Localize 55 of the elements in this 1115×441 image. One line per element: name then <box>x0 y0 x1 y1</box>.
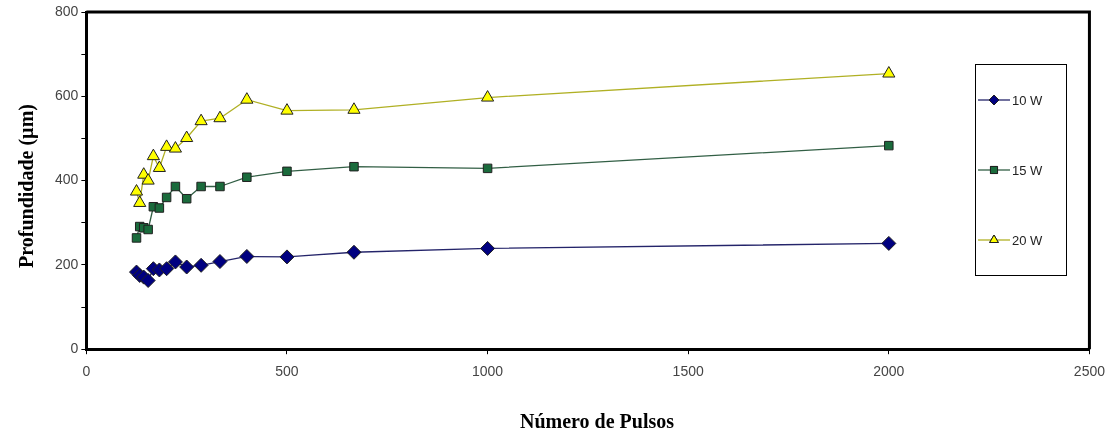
point <box>240 92 254 104</box>
x-tick-label: 0 <box>82 363 91 380</box>
x-tick-label: 2000 <box>873 363 905 380</box>
point <box>242 172 252 182</box>
point <box>239 248 255 264</box>
point <box>215 181 225 192</box>
y-tick-label: 600 <box>55 87 79 104</box>
point <box>146 148 160 161</box>
point <box>179 259 195 275</box>
y-tick-label: 400 <box>55 171 79 188</box>
point <box>480 240 496 256</box>
point <box>212 254 228 270</box>
point <box>282 166 292 177</box>
y-axis-title: Profundidade (µm) <box>14 104 38 268</box>
point <box>194 113 208 126</box>
point <box>347 102 361 114</box>
point <box>152 160 166 172</box>
point <box>349 161 359 172</box>
y-tick-label: 0 <box>70 340 79 357</box>
point <box>884 140 894 151</box>
x-tick-label: 1500 <box>672 363 704 380</box>
y-tick-label: 200 <box>55 255 79 272</box>
x-tick-label: 2500 <box>1073 363 1106 380</box>
x-tick-label: 500 <box>275 363 299 380</box>
legend-label: 10 W <box>1012 92 1043 108</box>
x-tick-label: 1000 <box>472 363 504 380</box>
point <box>346 244 362 260</box>
point <box>129 184 144 196</box>
point <box>196 181 206 192</box>
point <box>133 195 147 207</box>
y-tick-label: 800 <box>55 2 79 19</box>
point <box>279 249 295 265</box>
point <box>180 130 194 143</box>
point <box>170 181 181 192</box>
point <box>168 141 182 153</box>
point <box>141 173 155 185</box>
point <box>143 224 153 235</box>
point <box>881 235 897 251</box>
legend-label: 20 W <box>1012 232 1043 248</box>
point <box>193 257 209 273</box>
x-axis-title: Número de Pulsos <box>518 410 676 433</box>
point <box>280 103 294 115</box>
point <box>882 66 896 78</box>
point <box>167 254 183 270</box>
point <box>159 261 175 277</box>
point <box>482 163 493 174</box>
point <box>140 273 156 288</box>
point <box>161 192 172 203</box>
legend-label: 15 W <box>1012 162 1043 178</box>
point <box>481 90 495 102</box>
point <box>154 203 165 213</box>
point <box>181 193 192 204</box>
point <box>213 110 227 123</box>
point <box>160 139 174 151</box>
point <box>131 233 142 243</box>
